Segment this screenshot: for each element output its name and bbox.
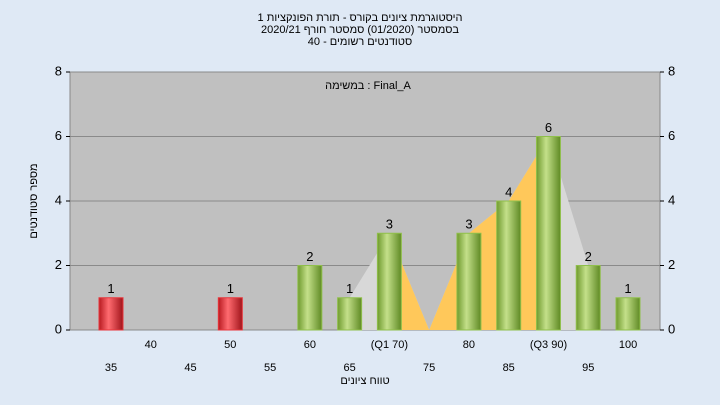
- bar: [496, 200, 522, 331]
- x-tick-label: 60: [304, 339, 316, 351]
- value-label: 2: [585, 249, 592, 264]
- x-tick-label: 85: [503, 362, 515, 374]
- value-label: 1: [227, 281, 234, 296]
- value-label: 3: [465, 217, 472, 232]
- y2-tick-label: 0: [668, 321, 675, 336]
- bar: [98, 297, 124, 331]
- x-tick-label: 95: [582, 362, 594, 374]
- x-tick-label: 50: [224, 339, 236, 351]
- value-label: 3: [386, 217, 393, 232]
- title-line: היסטוגרמת ציונים בקורס - תורת הפונקציות …: [258, 12, 463, 24]
- x-tick-label: 75: [423, 362, 435, 374]
- x-tick-label: (Q1 70): [371, 339, 408, 351]
- bar: [615, 297, 641, 331]
- y2-tick-label: 6: [668, 128, 675, 143]
- value-label: 1: [624, 281, 631, 296]
- bar: [456, 232, 482, 331]
- y-tick-label: 0: [55, 321, 62, 336]
- y-tick-label: 8: [55, 63, 62, 78]
- bar: [297, 265, 323, 331]
- title-line: בסמסטר (01/2020) סמסטר חורף 2020/21: [261, 24, 459, 36]
- value-label: 1: [107, 281, 114, 296]
- y2-tick-label: 2: [668, 257, 675, 272]
- value-label: 6: [545, 120, 552, 135]
- y-tick-label: 4: [55, 192, 62, 207]
- bar: [337, 297, 363, 331]
- annotation: במשימה : Final_A: [325, 80, 411, 92]
- bar: [376, 232, 402, 331]
- y-tick-label: 2: [55, 257, 62, 272]
- x-tick-label: 55: [264, 362, 276, 374]
- y2-tick-label: 8: [668, 63, 675, 78]
- x-tick-label: 45: [184, 362, 196, 374]
- y-tick-label: 6: [55, 128, 62, 143]
- title-line: סטודנטים רשומים - 40: [308, 36, 412, 48]
- x-tick-label: 40: [145, 339, 157, 351]
- bar: [217, 297, 243, 331]
- value-label: 1: [346, 281, 353, 296]
- x-axis-label: טווח ציונים: [340, 375, 389, 387]
- bar: [535, 136, 561, 331]
- x-tick-label: 100: [619, 339, 637, 351]
- x-tick-label: (Q3 90): [530, 339, 567, 351]
- bar: [575, 265, 601, 331]
- x-tick-label: 35: [105, 362, 117, 374]
- y2-tick-label: 4: [668, 192, 675, 207]
- x-tick-label: 80: [463, 339, 475, 351]
- x-tick-label: 65: [343, 362, 355, 374]
- y-axis-label: מספר סטודנטים: [28, 163, 40, 238]
- value-label: 4: [505, 184, 512, 199]
- value-label: 2: [306, 249, 313, 264]
